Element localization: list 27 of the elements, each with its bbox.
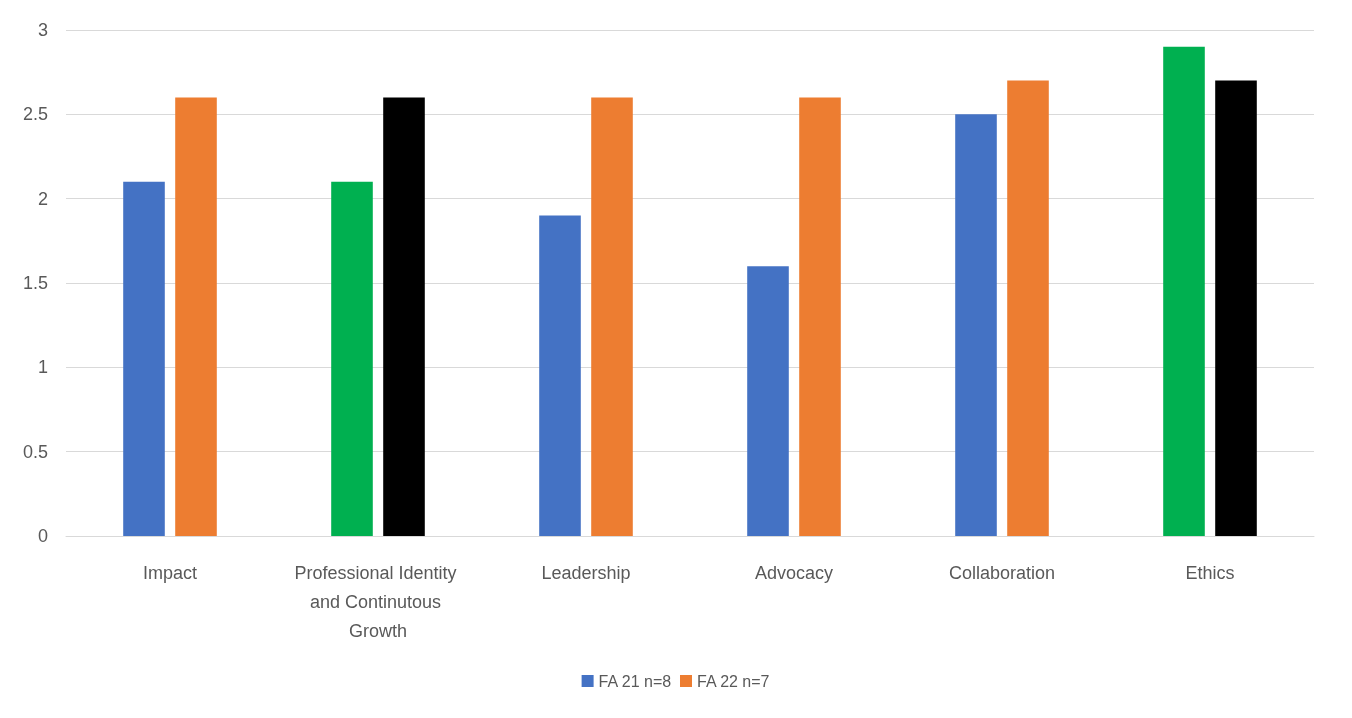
y-tick-label: 1	[37, 357, 48, 378]
bar	[331, 181, 373, 536]
bar	[1215, 80, 1257, 536]
y-tick-label: 1.5	[22, 273, 48, 293]
x-tick-label: Ethics	[1185, 562, 1235, 583]
bar	[591, 97, 633, 536]
legend-label: FA 22 n=7	[697, 672, 770, 690]
bar	[955, 114, 997, 536]
bar	[539, 215, 581, 536]
x-tick-label: Collaboration	[948, 562, 1056, 583]
x-tick-label: Leadership	[541, 562, 631, 583]
bar	[799, 97, 841, 536]
bar	[175, 97, 217, 536]
bar	[383, 97, 425, 536]
legend-label: FA 21 n=8	[598, 672, 672, 690]
y-tick-label: 3	[37, 20, 48, 40]
bar	[123, 181, 165, 536]
y-tick-label: 0	[37, 526, 48, 546]
y-tick-label: 0.5	[22, 441, 48, 462]
bar	[1007, 80, 1049, 536]
y-tick-label: 2.5	[22, 104, 48, 125]
bar	[1163, 46, 1205, 536]
x-tick-label: Impact	[142, 562, 198, 583]
bar	[747, 266, 789, 536]
x-tick-label: Professional Identity and Continutous Growth	[294, 562, 462, 641]
x-tick-label: Advocacy	[754, 562, 834, 583]
y-tick-label: 2	[37, 188, 48, 209]
